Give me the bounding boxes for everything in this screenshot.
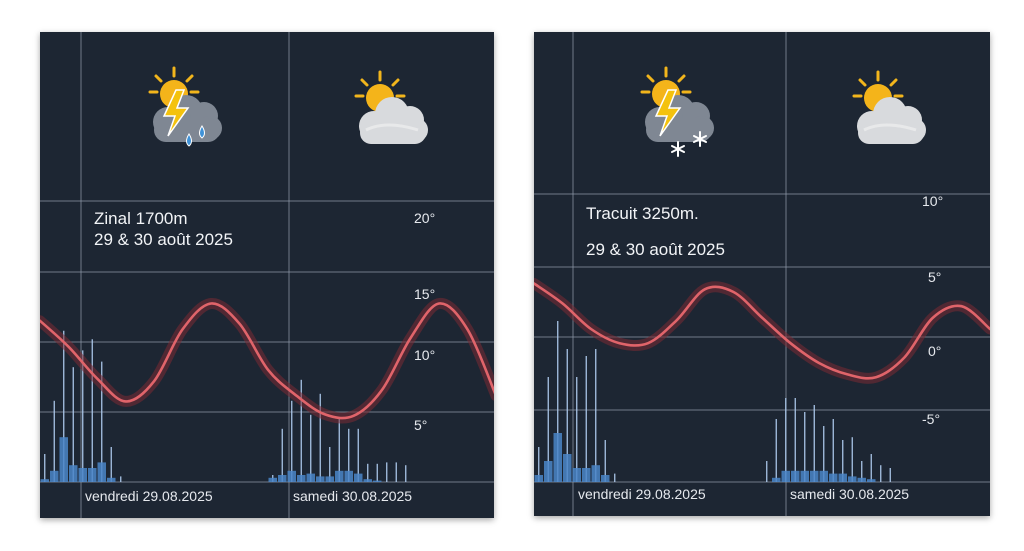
precip-bar: [867, 479, 876, 482]
chart-title: Zinal 1700m: [94, 209, 188, 228]
precip-bar: [363, 479, 372, 482]
x-day-label: samedi 30.08.2025: [293, 488, 412, 504]
precip-bar: [772, 477, 781, 482]
chart-subtitle: 29 & 30 août 2025: [94, 230, 233, 249]
precip-bar: [287, 470, 296, 482]
precip-bar: [297, 475, 306, 482]
grid-lines: [40, 32, 494, 518]
precip-bar: [306, 473, 315, 482]
precip-bar: [59, 437, 68, 482]
y-tick-label: -5°: [922, 411, 940, 427]
thunderstorm-rain-icon: [148, 66, 222, 147]
forecast-panel-tracuit: Tracuit 3250m. 29 & 30 août 2025 10° 5° …: [534, 32, 990, 516]
precipitation-bars: [534, 321, 891, 482]
partly-cloudy-icon: [852, 70, 926, 144]
grid-lines: [534, 32, 990, 516]
x-day-label: samedi 30.08.2025: [790, 486, 909, 502]
precip-bar: [344, 470, 353, 482]
precip-bar: [544, 461, 553, 482]
y-tick-label: 5°: [414, 417, 427, 433]
chart-title: Tracuit 3250m.: [586, 204, 699, 223]
precip-bar: [88, 468, 97, 482]
precip-bar: [800, 470, 809, 482]
temperature-line: [534, 282, 990, 380]
precip-bar: [107, 477, 116, 482]
precip-bar: [572, 468, 581, 482]
forecast-chart-zinal: Zinal 1700m 29 & 30 août 2025 20° 15° 10…: [40, 32, 494, 518]
temperature-series: [40, 297, 494, 424]
x-day-label: vendredi 29.08.2025: [85, 488, 213, 504]
chart-subtitle: 29 & 30 août 2025: [586, 240, 725, 259]
precip-bar: [829, 473, 838, 482]
precip-bar: [819, 470, 828, 482]
forecast-chart-tracuit: Tracuit 3250m. 29 & 30 août 2025 10° 5° …: [534, 32, 990, 516]
precip-bar: [69, 465, 78, 482]
precip-bar: [591, 465, 600, 482]
precip-bar: [278, 475, 287, 482]
x-day-label: vendredi 29.08.2025: [578, 486, 706, 502]
precipitation-bars: [40, 330, 407, 482]
precip-bar: [582, 468, 591, 482]
precip-bar: [553, 433, 562, 482]
precip-bar: [325, 476, 334, 482]
precip-bar: [838, 473, 847, 482]
temperature-series: [534, 278, 990, 384]
precip-bar: [848, 476, 857, 482]
precip-bar: [791, 470, 800, 482]
precip-bar: [373, 480, 382, 482]
y-tick-label: 10°: [414, 347, 435, 363]
precip-bar: [781, 470, 790, 482]
y-tick-label: 15°: [414, 286, 435, 302]
y-tick-label: 10°: [922, 193, 943, 209]
y-axis-ticks: 20° 15° 10° 5°: [414, 210, 435, 433]
precip-bar: [857, 477, 866, 482]
precip-bar: [97, 462, 106, 482]
precip-bar: [563, 454, 572, 482]
y-tick-label: 20°: [414, 210, 435, 226]
y-axis-ticks: 10° 5° 0° -5°: [922, 193, 943, 427]
precip-bar: [601, 475, 610, 482]
thunderstorm-snow-icon: [640, 66, 714, 157]
precip-bar: [316, 476, 325, 482]
precip-bar: [335, 470, 344, 482]
precip-bar: [50, 470, 59, 482]
y-tick-label: 5°: [928, 269, 941, 285]
x-axis-labels: vendredi 29.08.2025 samedi 30.08.2025: [578, 486, 909, 502]
forecast-panel-zinal: Zinal 1700m 29 & 30 août 2025 20° 15° 10…: [40, 32, 494, 518]
precip-bar: [810, 470, 819, 482]
temperature-line: [40, 302, 494, 420]
precip-bar: [354, 473, 363, 482]
precip-bar: [534, 475, 543, 482]
partly-cloudy-icon: [354, 70, 428, 144]
precip-bar: [78, 468, 87, 482]
precip-bar: [268, 477, 277, 482]
x-axis-labels: vendredi 29.08.2025 samedi 30.08.2025: [85, 488, 412, 504]
y-tick-label: 0°: [928, 343, 941, 359]
precip-bar: [40, 479, 49, 482]
